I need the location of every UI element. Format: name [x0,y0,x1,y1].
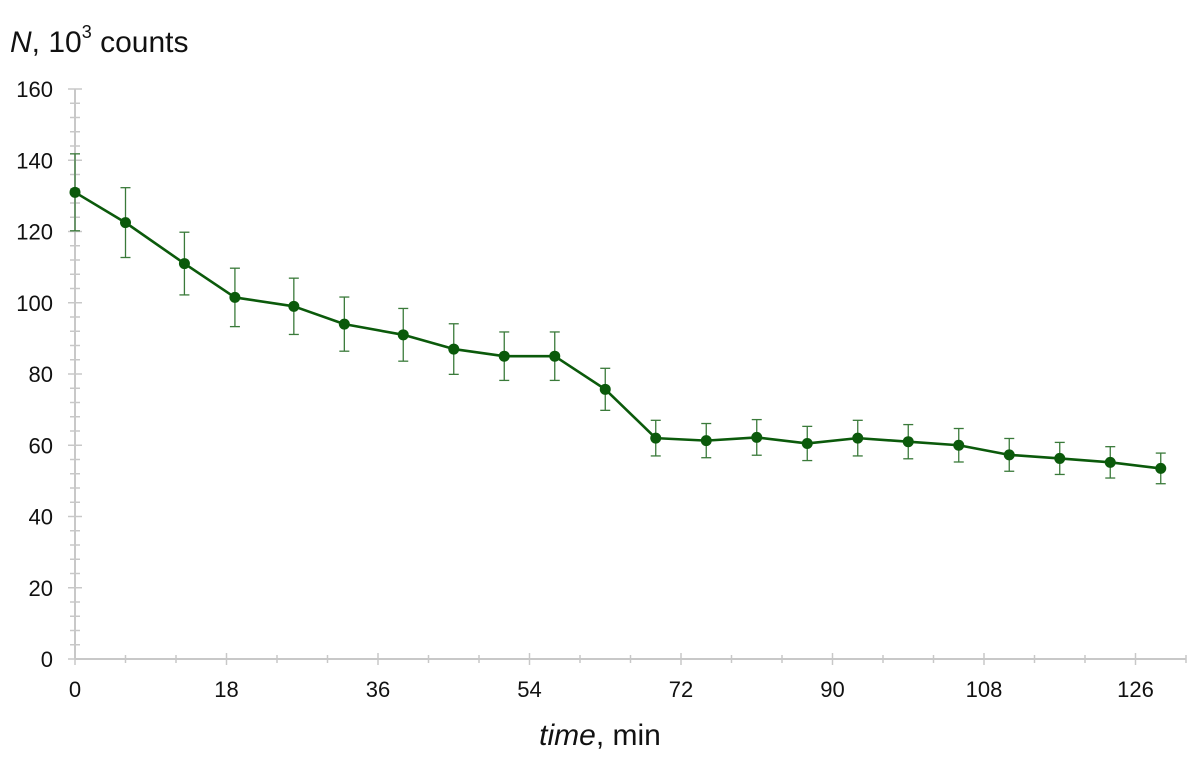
x-tick-label: 126 [1117,677,1154,702]
x-axis-title: time, min [539,719,661,752]
data-point [650,432,662,444]
data-point [288,300,300,312]
series-layer [69,153,1167,485]
x-tick-label: 54 [517,677,541,702]
y-tick-label: 80 [29,362,53,387]
y-tick-label: 60 [29,433,53,458]
y-tick-label: 120 [16,220,53,245]
data-point [801,437,813,449]
data-point [902,436,914,448]
data-point [1054,452,1066,464]
data-point [178,258,190,270]
data-point [599,383,611,395]
data-point [120,217,131,229]
y-axis-title-scale: , 10 [32,26,82,59]
data-point [229,291,241,303]
y-tick-label: 40 [29,505,53,530]
data-point [498,350,510,362]
x-tick-label: 0 [69,677,81,702]
data-point [953,439,965,451]
data-point [751,431,763,443]
y-tick-label: 20 [29,576,53,601]
y-tick-label: 140 [16,148,53,173]
x-axis-title-unit: , min [596,719,661,752]
data-point [1104,456,1116,468]
x-tick-label: 18 [214,677,238,702]
data-point [338,318,350,330]
y-tick-label: 100 [16,291,53,316]
x-tick-label: 108 [966,677,1003,702]
data-point [448,343,460,355]
y-axis-title-exponent: 3 [82,22,92,42]
series-0 [69,153,1167,485]
series-line [74,191,1161,470]
x-ticks: 0 18 36 54 72 90 108 126 [69,653,1187,702]
data-point [700,435,712,447]
y-axis-title: N, 103 counts [10,22,188,59]
axes-layer: 0 20 40 60 80 100 120 140 160 0 18 36 54 72 90 108 126 [16,77,1187,702]
data-point [69,186,81,198]
y-axis-title-unit: counts [92,26,189,59]
x-tick-label: 90 [820,677,844,702]
y-ticks: 0 20 40 60 80 100 120 140 160 [16,77,82,672]
data-point [852,432,864,444]
x-axis-title-quantity: time [539,719,596,752]
data-point [549,350,561,362]
x-tick-label: 72 [669,677,693,702]
y-tick-label: 160 [16,77,53,102]
data-point [1155,462,1167,474]
y-axis-title-symbol: N [10,26,32,59]
x-tick-label: 36 [366,677,390,702]
data-point [1003,449,1015,461]
data-point [397,329,409,341]
y-tick-label: 0 [41,647,53,672]
